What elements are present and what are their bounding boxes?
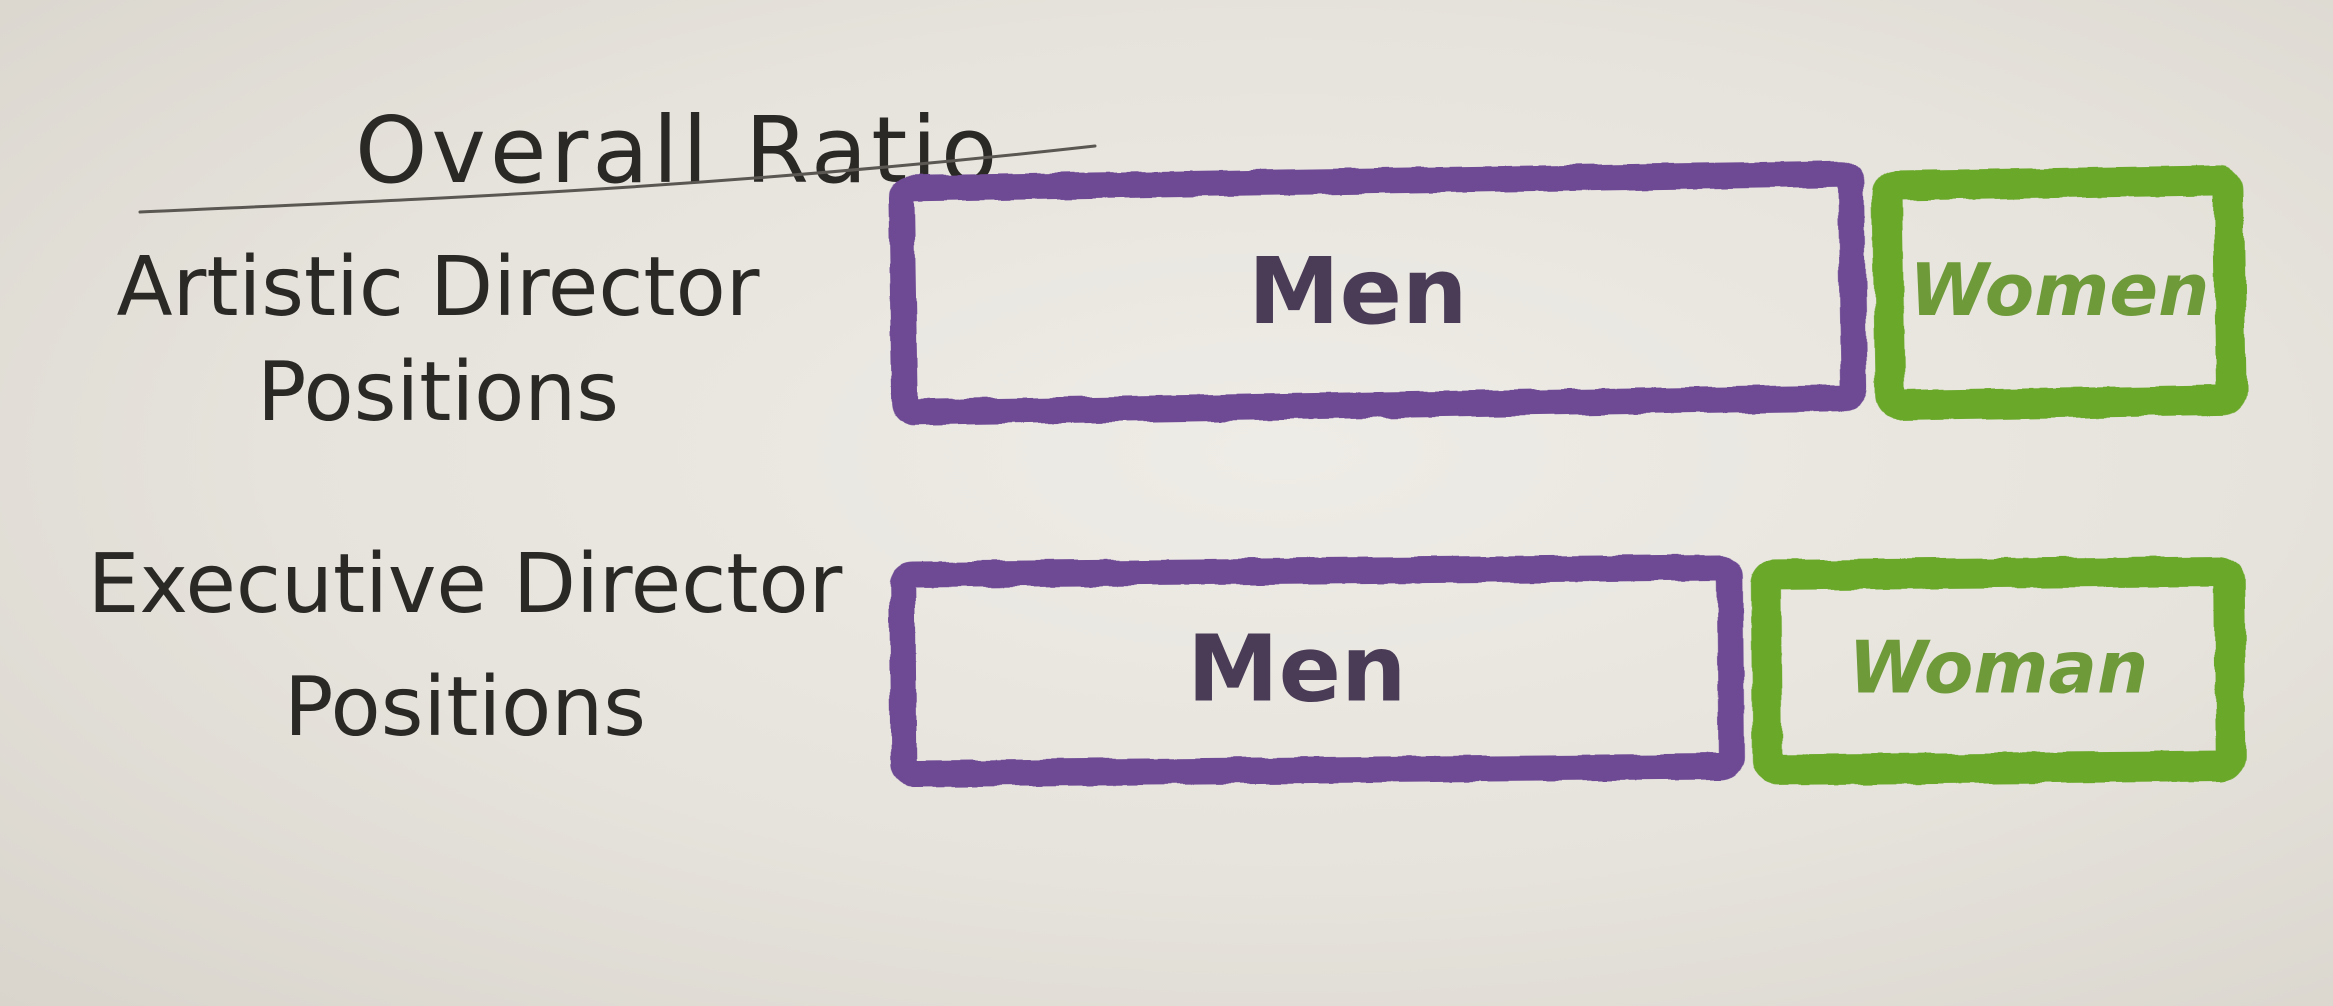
segment-label-women: Woman xyxy=(1848,626,2148,710)
category-label: Executive Director Positions xyxy=(88,537,843,755)
segment-label-men: Men xyxy=(1248,238,1467,345)
bar-segment-women xyxy=(1750,556,2246,785)
bar-segment-men xyxy=(889,554,1745,787)
category-label: Artistic Director Positions xyxy=(117,240,760,440)
segment-label-men: Men xyxy=(1187,616,1406,723)
bar-row-1: Artistic Director Positions Men Women xyxy=(117,160,2247,440)
bar-segment-women xyxy=(1872,165,2247,421)
chart-title: Overall Ratio xyxy=(355,97,1001,204)
bar-rows: Artistic Director Positions Men Women Execut… xyxy=(88,160,2247,787)
bar-row-2: Executive Director Positions Men Woman xyxy=(88,537,2246,787)
title-underline xyxy=(138,144,1097,214)
segment-label-women: Women xyxy=(1909,248,2209,332)
bar-segment-men xyxy=(888,160,1868,426)
